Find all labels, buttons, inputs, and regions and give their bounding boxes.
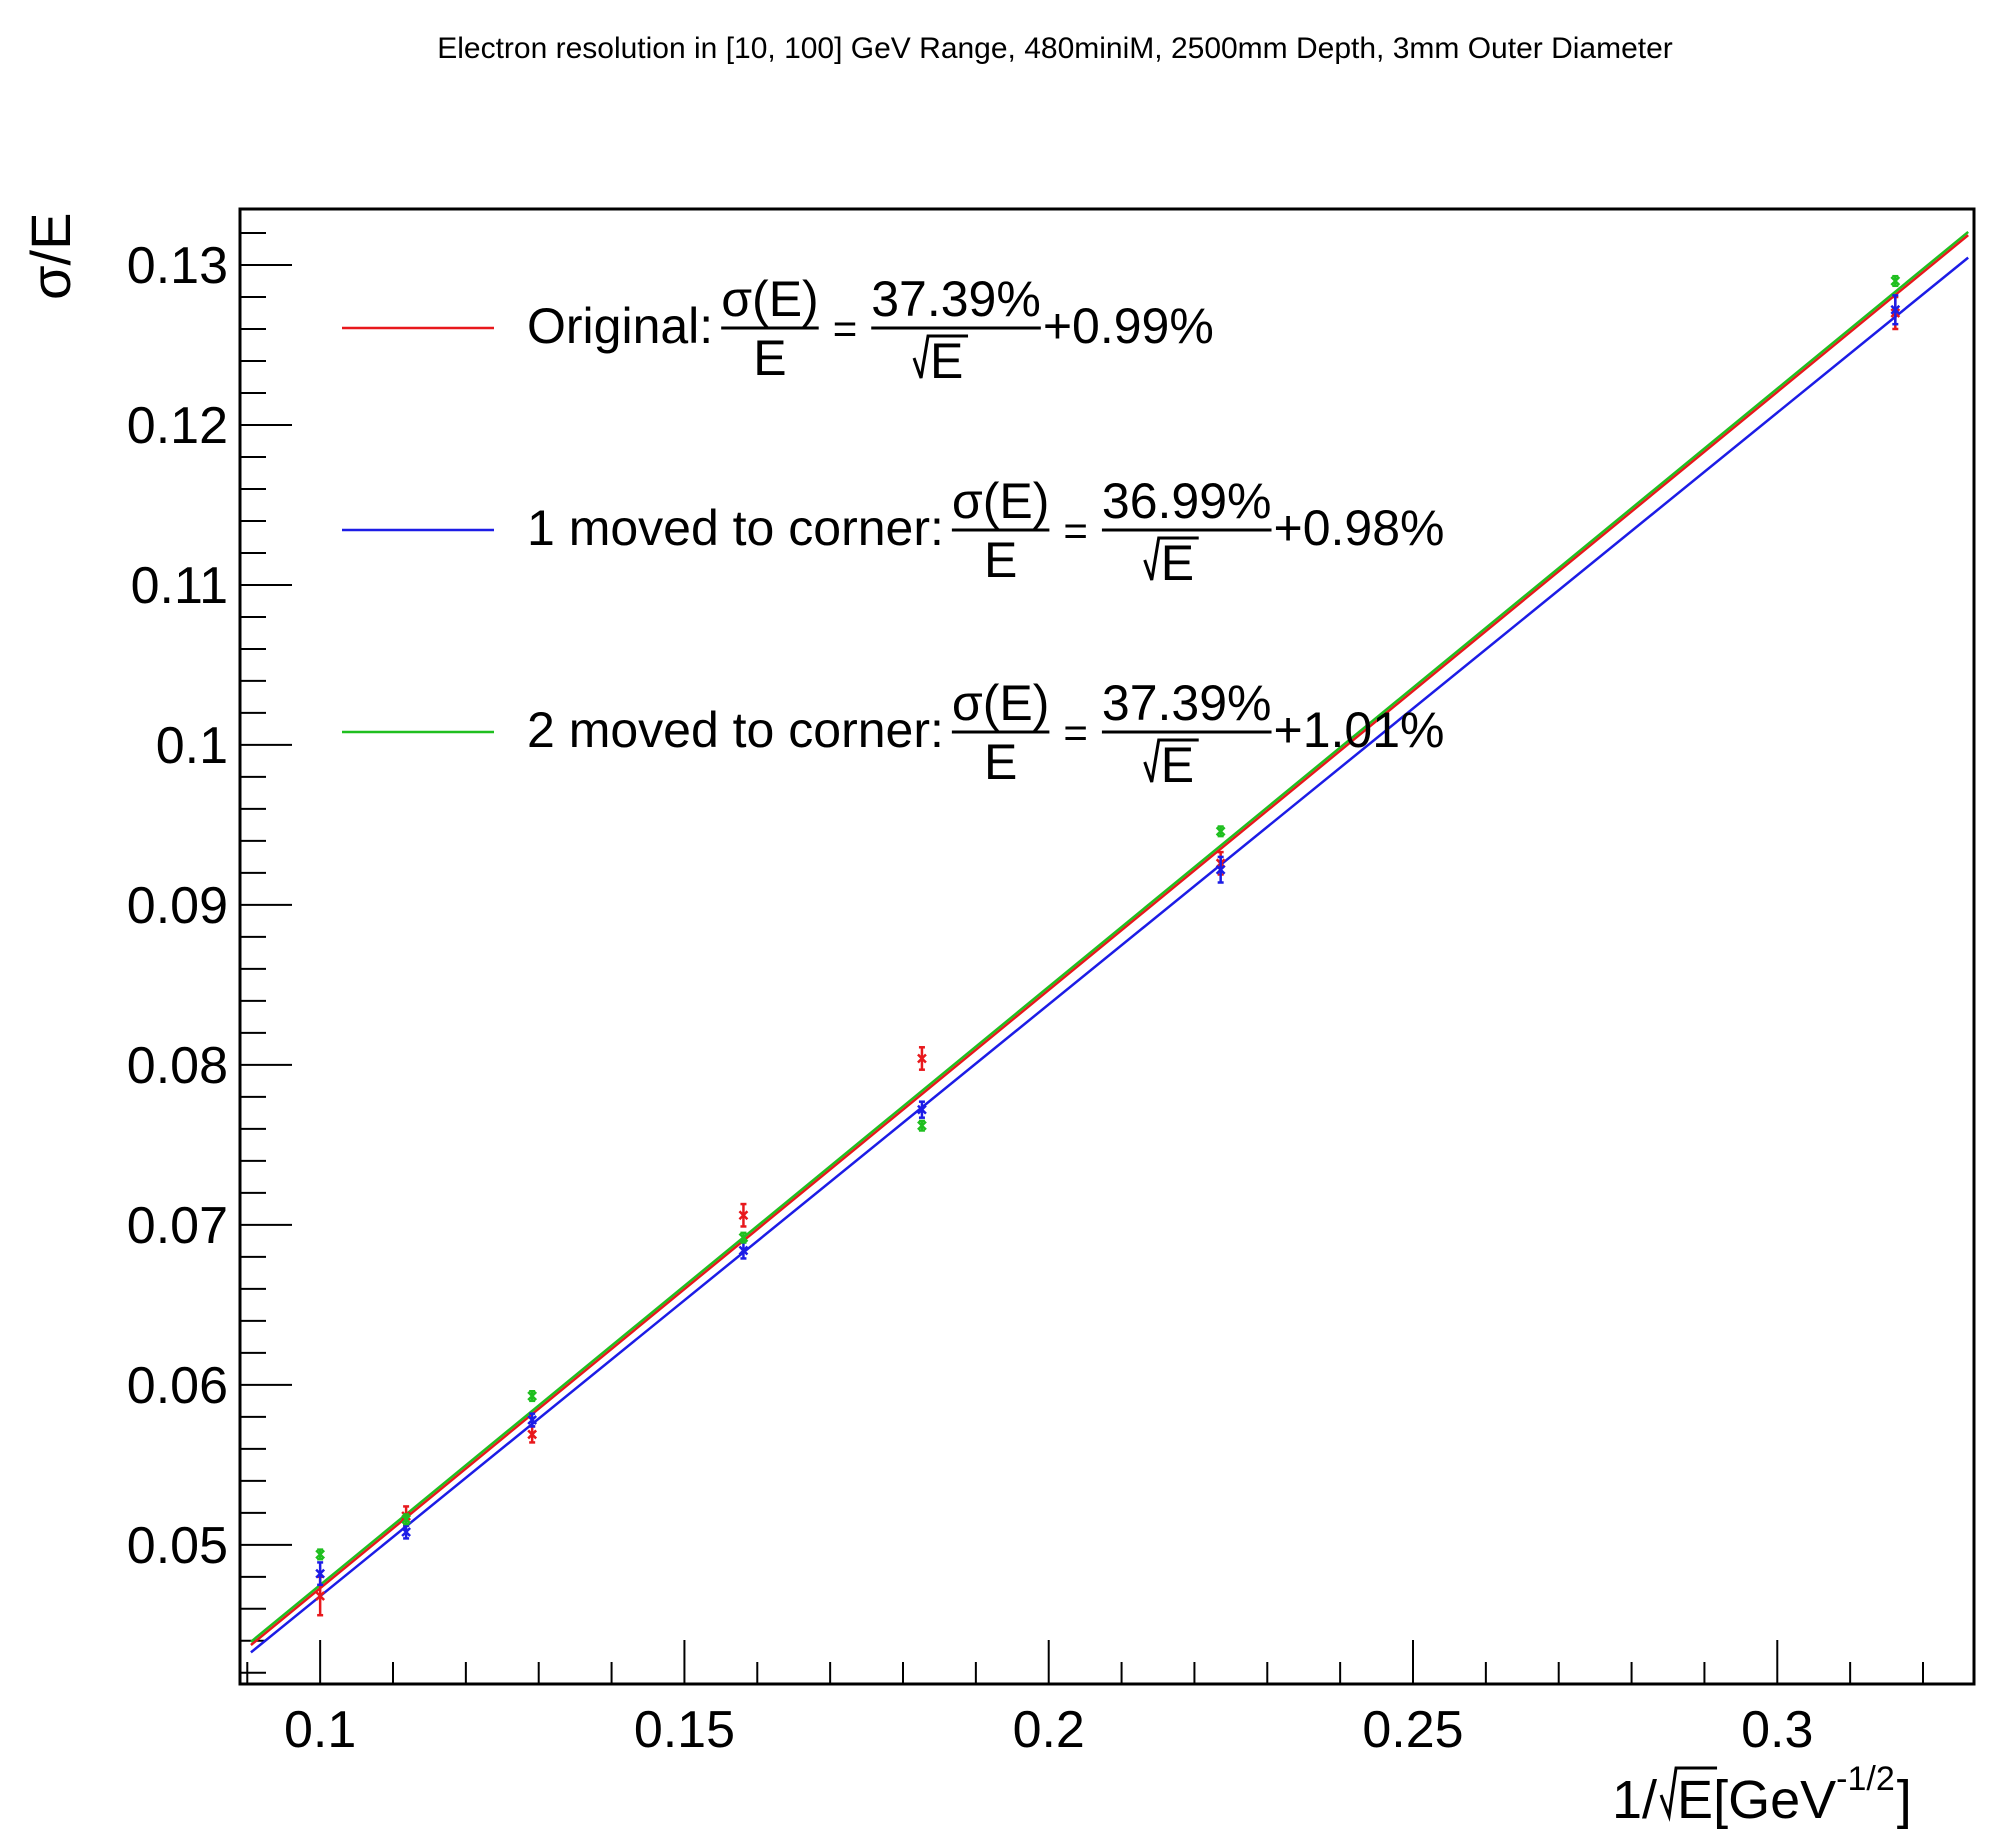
x-axis-label-radicand: E	[1677, 1770, 1713, 1830]
legend-radicand: E	[930, 333, 963, 389]
legend-equals: =	[833, 305, 858, 352]
data-point	[527, 1389, 538, 1403]
legend-equals: =	[1063, 709, 1088, 756]
legend-coef: 36.99%	[1102, 473, 1272, 529]
fit-line	[250, 256, 1969, 1654]
y-tick-label: 0.09	[127, 877, 228, 935]
data-point	[738, 1231, 749, 1244]
x-axis-label-prefix: 1/	[1612, 1770, 1657, 1830]
data-point	[527, 1412, 538, 1428]
point-marker	[1890, 276, 1901, 286]
x-tick-label: 0.25	[1362, 1701, 1463, 1759]
data-point	[738, 1202, 749, 1228]
point-marker	[738, 1210, 749, 1221]
x-axis-label-unit: [GeV	[1713, 1770, 1836, 1830]
legend-frac-num: σ(E)	[952, 473, 1050, 529]
legend-name: 2 moved to corner:	[527, 702, 944, 758]
fit-line	[250, 230, 1969, 1643]
legend-name: Original:	[527, 298, 713, 354]
sqrt-sign	[1143, 738, 1199, 783]
legend-radicand: E	[1161, 535, 1194, 591]
sqrt-sign	[1143, 536, 1199, 581]
data-point	[401, 1524, 411, 1540]
legend-name: 1 moved to corner:	[527, 500, 944, 556]
y-axis-label: σ/E	[19, 213, 82, 300]
data-point	[917, 1046, 927, 1071]
legend: Original: σ(E)E=37.39%E+0.99%1 moved to …	[342, 271, 1445, 793]
data-point	[1215, 825, 1226, 838]
x-tick-label: 0.1	[284, 1701, 356, 1759]
sqrt-sign	[912, 334, 969, 379]
point-marker	[738, 1245, 749, 1256]
legend-constant: +0.99%	[1043, 298, 1214, 354]
data-point	[917, 1119, 927, 1132]
point-marker	[315, 1568, 326, 1579]
legend-frac-den: E	[984, 734, 1017, 790]
data-point	[1890, 294, 1901, 326]
legend-constant: +0.98%	[1274, 500, 1445, 556]
fit-lines	[250, 230, 1969, 1654]
point-marker	[401, 1514, 411, 1525]
x-tick-label: 0.15	[634, 1701, 735, 1759]
y-tick-label: 0.1	[156, 717, 228, 775]
y-tick-label: 0.05	[127, 1517, 228, 1575]
x-tick-label: 0.2	[1013, 1701, 1085, 1759]
point-marker	[1215, 864, 1226, 875]
data-point	[527, 1425, 538, 1444]
point-marker	[1890, 304, 1901, 315]
y-tick-label: 0.11	[131, 557, 228, 615]
data-point	[401, 1513, 411, 1526]
point-marker	[315, 1591, 326, 1601]
data-points	[315, 274, 1901, 1617]
x-axis: 0.1 0.15 0.2 0.25 0.3	[246, 1640, 1924, 1759]
legend-entry: 1 moved to corner: σ(E)E=36.99%E+0.98%	[342, 473, 1445, 591]
data-point	[315, 1561, 326, 1587]
point-marker	[917, 1053, 927, 1064]
y-tick-label: 0.08	[127, 1037, 228, 1095]
point-marker	[917, 1104, 927, 1115]
legend-radicand: E	[1161, 737, 1194, 793]
data-point	[1890, 274, 1901, 288]
data-point	[315, 1548, 326, 1561]
point-marker	[527, 1391, 538, 1401]
chart-title: Electron resolution in [10, 100] GeV Ran…	[437, 32, 1673, 65]
y-tick-label: 0.07	[127, 1197, 228, 1255]
legend-frac-den: E	[984, 532, 1017, 588]
legend-coef: 37.39%	[871, 271, 1041, 327]
data-point	[917, 1100, 927, 1119]
legend-frac-num: σ(E)	[952, 675, 1050, 731]
legend-constant: +1.01%	[1274, 702, 1445, 758]
legend-frac-den: E	[753, 330, 786, 386]
point-marker	[917, 1120, 927, 1131]
point-marker	[401, 1527, 411, 1537]
legend-coef: 37.39%	[1102, 675, 1272, 731]
point-marker	[315, 1549, 326, 1560]
y-tick-label: 0.12	[127, 397, 228, 455]
legend-entry: Original: σ(E)E=37.39%E+0.99%	[342, 271, 1214, 389]
x-tick-label: 0.3	[1741, 1701, 1813, 1759]
y-tick-label: 0.13	[127, 237, 228, 295]
y-axis: 0.05 0.06 0.07 0.08 0.09 0.1 0.11 0.12 0.13	[127, 231, 292, 1674]
x-axis-label-suffix: ]	[1897, 1770, 1912, 1830]
sqrt-sign	[1659, 1766, 1718, 1822]
point-marker	[527, 1415, 538, 1425]
plot-area: 0.1 0.15 0.2 0.25 0.3 0.050.060.070.080.090.…	[127, 207, 1976, 1759]
fit-line	[250, 234, 1969, 1646]
point-marker	[1215, 826, 1226, 837]
plot-frame	[238, 207, 1976, 1686]
x-axis-label-exponent: -1/2	[1836, 1760, 1895, 1798]
legend-entry: 2 moved to corner: σ(E)E=37.39%E+1.01%	[342, 675, 1445, 793]
y-tick-label: 0.06	[127, 1357, 228, 1415]
legend-frac-num: σ(E)	[721, 271, 819, 327]
legend-equals: =	[1063, 507, 1088, 554]
data-point	[1215, 855, 1226, 884]
axis-labels: σ/E 1/E [GeV -1/2]	[19, 213, 1912, 1830]
point-marker	[527, 1429, 538, 1440]
point-marker	[738, 1232, 749, 1243]
